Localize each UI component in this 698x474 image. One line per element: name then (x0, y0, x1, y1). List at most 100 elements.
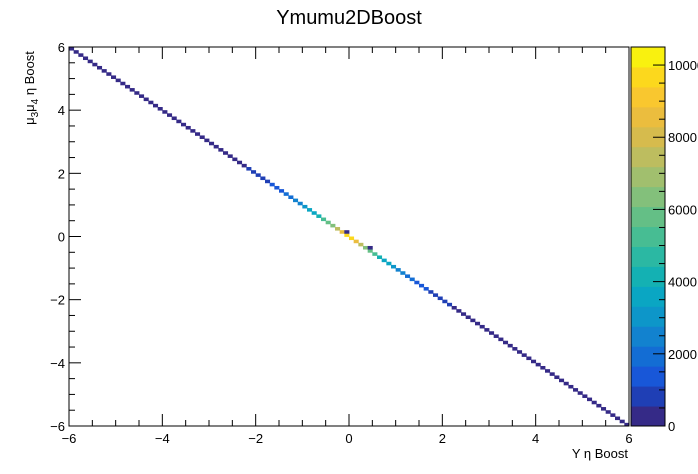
heatmap-cell (624, 422, 630, 427)
heatmap-cell (573, 388, 579, 392)
heatmap-cell (148, 100, 154, 105)
y-axis-title-sub2: 4 (30, 98, 41, 104)
y-axis-tick-labels: −6 −4 −2 0 2 4 6 (50, 40, 65, 434)
heatmap-cell (227, 154, 233, 158)
heatmap-cell (255, 173, 261, 177)
heatmap-cell (279, 189, 285, 193)
heatmap-cell (176, 119, 182, 124)
y-tick-label: 0 (58, 230, 65, 245)
heatmap-cell (437, 296, 443, 301)
heatmap-cell (610, 413, 616, 417)
x-axis-ticks (68, 47, 630, 426)
heatmap-cell (69, 47, 75, 51)
heatmap-cell (587, 397, 593, 402)
color-scale-band (631, 266, 665, 287)
heatmap-cell (442, 299, 448, 304)
heatmap-cell (563, 381, 569, 386)
color-scale-band (631, 86, 665, 108)
heatmap-cell (526, 356, 532, 361)
heatmap-cell (456, 309, 462, 313)
heatmap-cell (498, 337, 504, 342)
heatmap-cell (283, 192, 289, 196)
heatmap-cell (377, 255, 383, 260)
color-scale-band (631, 106, 665, 128)
color-scale-band (631, 206, 665, 228)
y-axis-ticks (69, 46, 81, 427)
heatmap-cell (213, 144, 219, 149)
heatmap-cell (246, 167, 252, 171)
heatmap-cell (316, 214, 322, 218)
heatmap-cell (582, 394, 588, 398)
heatmap-cell (405, 274, 411, 278)
color-scale-band (631, 126, 665, 148)
heatmap-cell (171, 116, 177, 121)
color-scale-band (631, 286, 665, 307)
heatmap-cell (391, 264, 397, 269)
heatmap-cell (489, 331, 495, 335)
x-tick-label: −2 (248, 431, 263, 446)
heatmap-cell (260, 176, 266, 181)
color-scale-band (631, 326, 665, 347)
color-scale-frame (630, 46, 666, 427)
color-scale-tick-label: 10000 (668, 58, 698, 73)
heatmap-cell (507, 343, 513, 348)
heatmap-cell (223, 151, 229, 155)
x-axis-title: Υ η Boost (572, 446, 629, 461)
y-axis-title-mu1: μ (22, 117, 37, 125)
heatmap-cell (120, 81, 126, 86)
heatmap-cell (540, 365, 546, 370)
y-axis-title-tail: η Boost (22, 51, 37, 99)
heatmap-cell (335, 227, 341, 231)
heatmap-cell (97, 65, 103, 70)
heatmap-cell (601, 407, 607, 411)
heatmap-cell (139, 94, 145, 98)
heatmap-cell (167, 113, 173, 117)
heatmap-cell (157, 107, 163, 111)
y-tick-label: −4 (50, 356, 65, 371)
heatmap-cell (367, 249, 373, 253)
y-tick-label: 6 (58, 40, 65, 55)
y-axis-title-sub1: 3 (30, 111, 41, 117)
heatmap-cell (358, 242, 364, 247)
heatmap-cell (400, 271, 406, 275)
heatmap-cell (101, 69, 107, 73)
heatmap-cell (115, 78, 121, 83)
x-tick-label: 4 (532, 431, 539, 446)
heatmap-cell (237, 160, 243, 165)
color-scale-band (631, 346, 665, 367)
heatmap-cell (493, 334, 499, 338)
heatmap-cell (293, 198, 299, 203)
heatmap-cell (461, 312, 467, 316)
y-tick-label: 4 (58, 103, 65, 118)
heatmap-cell (423, 287, 429, 291)
color-scale-tick-label: 0 (668, 419, 675, 434)
heatmap-cell (512, 347, 518, 351)
heatmap-cell (619, 419, 625, 424)
heatmap-cell (503, 340, 509, 345)
x-axis-tick-labels: −6 −4 −2 0 2 4 6 (62, 431, 633, 446)
heatmap-cell (591, 400, 597, 405)
color-scale-band (631, 226, 665, 247)
heatmap-cell (344, 230, 350, 234)
heatmap-cell (596, 403, 602, 408)
heatmap-cell (153, 103, 159, 108)
heatmap-cell (339, 230, 345, 234)
heatmap-cell (568, 384, 574, 389)
heatmap-cell (409, 277, 415, 282)
heatmap-cell (615, 416, 621, 421)
heatmap-cell (307, 208, 313, 212)
heatmap-cell (125, 84, 131, 89)
heatmap-cell (433, 293, 439, 297)
heatmap-cell (451, 305, 457, 310)
heatmap-cell (325, 220, 331, 225)
x-tick-label: −4 (155, 431, 170, 446)
heatmap-cell (428, 290, 434, 294)
color-scale-band (631, 406, 665, 427)
heatmap-cell (344, 233, 350, 237)
color-scale-bar (631, 47, 665, 427)
heatmap-cell (78, 53, 84, 57)
heatmap-cell (269, 182, 275, 187)
heatmap-cell (521, 353, 527, 357)
heatmap-cell (297, 201, 303, 206)
heatmap-cells (69, 47, 630, 427)
